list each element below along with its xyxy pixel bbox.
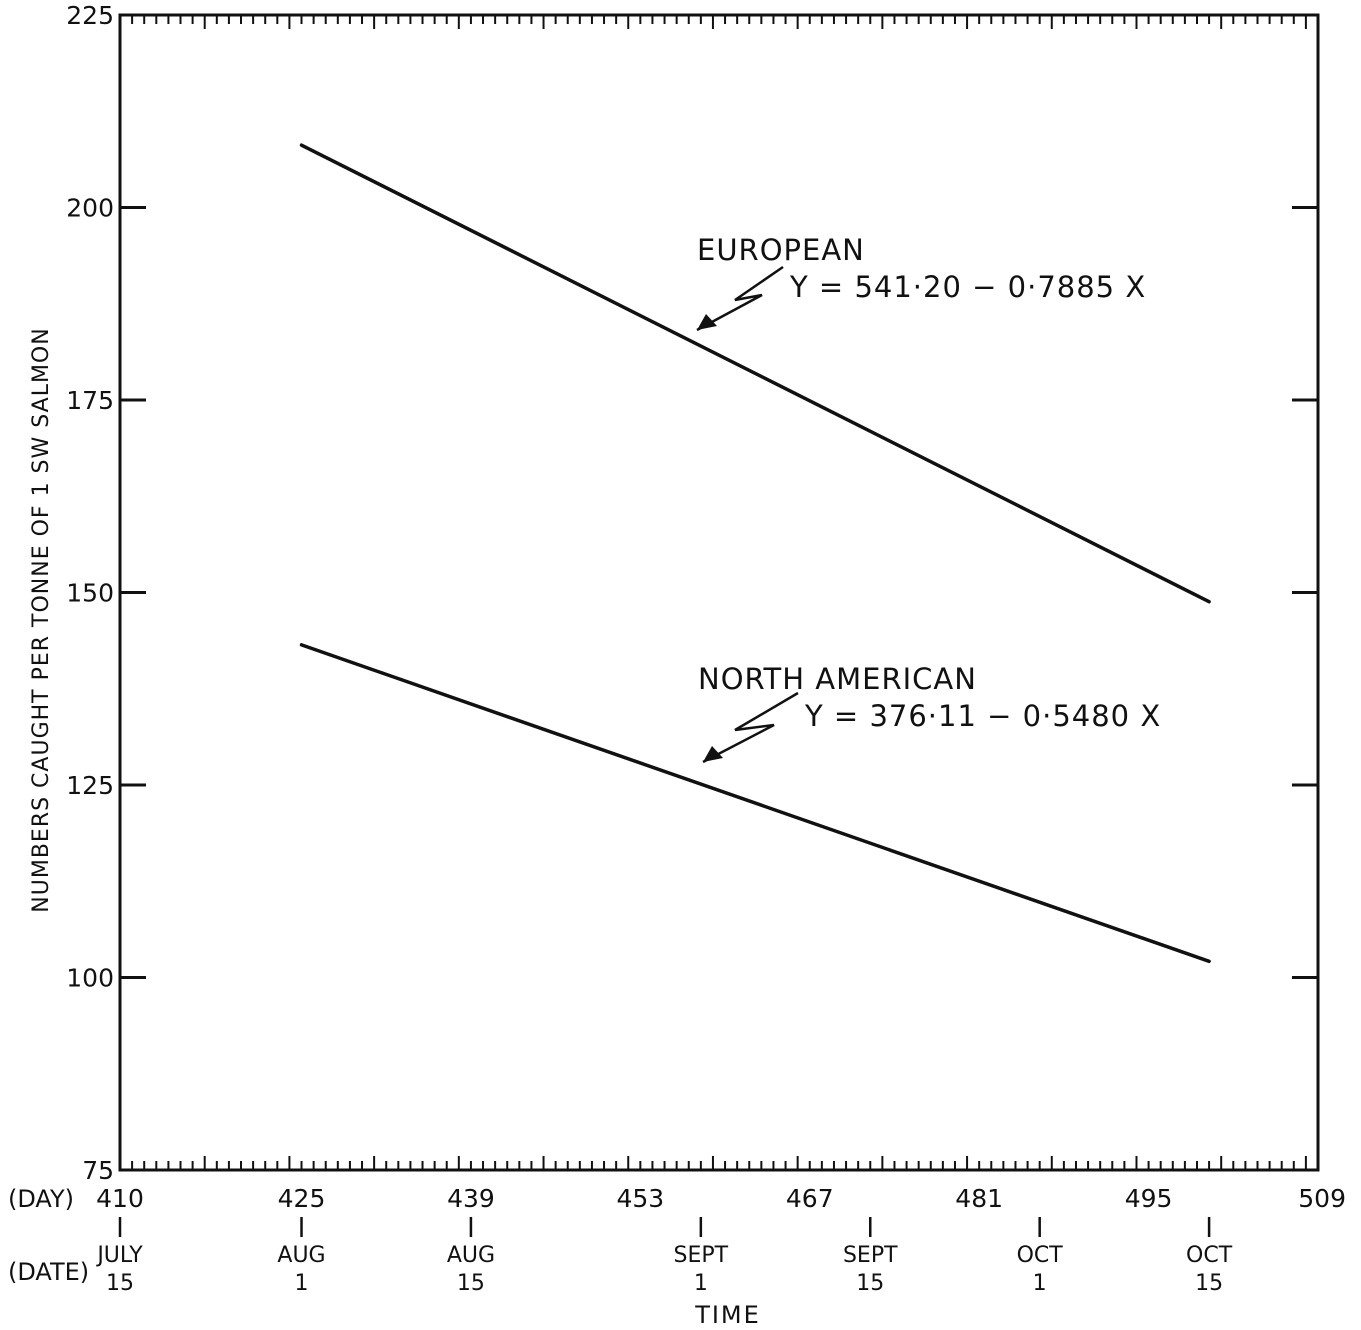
date-label-month: OCT [1186,1243,1233,1268]
series-label-north-american: NORTH AMERICAN [698,662,977,696]
y-tick-label: 150 [66,579,114,608]
y-axis-ticks: 75 100 125 150 175 200 225 [66,1,1318,1185]
y-tick-label: 225 [66,1,114,30]
y-tick-label: 100 [66,964,114,993]
date-label-month: SEPT [843,1243,898,1268]
y-tick-label: 200 [66,194,114,223]
x-tick-label: 495 [1125,1184,1173,1213]
y-axis-label: NUMBERS CAUGHT PER TONNE OF 1 SW SALMON [29,327,54,912]
y-tick-label: 75 [82,1156,114,1185]
minor-ticks [119,15,1319,1170]
y-tick-label: 175 [66,386,114,415]
series-line-north-american [299,643,1211,964]
series-label-european: EUROPEAN [697,233,865,267]
x-tick-label: 425 [278,1184,326,1213]
date-label-month: AUG [277,1243,325,1268]
series-equation-european: Y = 541·20 − 0·7885 X [789,270,1146,304]
series-equation-north-american: Y = 376·11 − 0·5480 X [804,699,1161,733]
date-label-day: 15 [106,1271,134,1296]
x-tick-label: 439 [447,1184,495,1213]
date-label-month: OCT [1017,1243,1064,1268]
date-row-label: (DATE) [8,1258,89,1286]
date-label-month: SEPT [674,1243,729,1268]
x-tick-label: 509 [1298,1184,1346,1213]
annotation-arrow-european [696,265,784,332]
plot-frame [118,13,1320,1172]
date-label-day: 1 [694,1271,708,1296]
y-tick-label: 125 [66,771,114,800]
day-row-label: (DAY) [8,1185,74,1213]
date-label-day: 1 [1033,1271,1047,1296]
date-label-month: AUG [447,1243,495,1268]
x-axis-label: TIME [694,1301,761,1329]
x-tick-label: 410 [96,1184,144,1213]
arrowhead-european [697,314,717,330]
date-label-month: JULY [95,1243,143,1268]
series-line-european [299,143,1211,604]
date-label-day: 15 [457,1271,485,1296]
date-label-day: 15 [1195,1271,1223,1296]
x-axis-ticks: 410 425 439 453 467 481 495 509 JULY 15 AUG 1 AUG 15 S… [95,1184,1346,1296]
x-tick-label: 467 [786,1184,834,1213]
x-tick-label: 481 [955,1184,1003,1213]
date-label-day: 15 [856,1271,884,1296]
annotation-arrow-north-american [702,691,799,764]
arrowhead-north-american [703,746,723,762]
series-layer [299,143,1211,964]
date-label-day: 1 [295,1271,309,1296]
x-tick-label: 453 [616,1184,664,1213]
